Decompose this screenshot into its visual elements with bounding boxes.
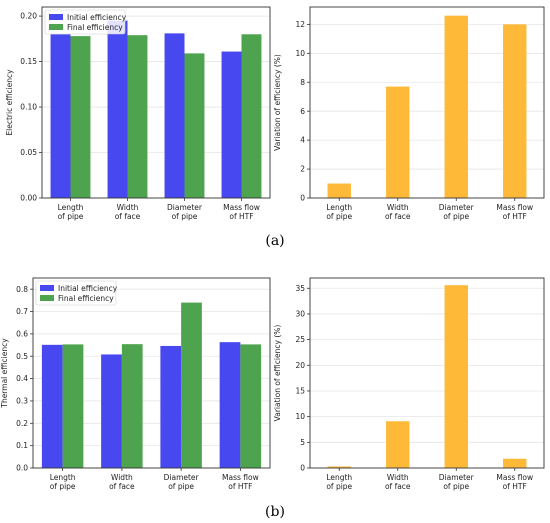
- bar-variation-0: [327, 466, 351, 468]
- x-tick-label: Mass flow of HTF: [496, 473, 533, 491]
- legend-swatch: [49, 14, 63, 20]
- bar-final-efficiency-0: [62, 344, 84, 468]
- bar-variation-2: [444, 15, 468, 198]
- bar-variation-1: [386, 421, 410, 468]
- y-tick-label: 0.00: [20, 194, 37, 203]
- bar-initial-efficiency-2: [160, 345, 182, 468]
- x-tick-label: Width of face: [385, 473, 411, 491]
- legend-swatch: [49, 24, 63, 30]
- bar-initial-efficiency-1: [107, 20, 128, 199]
- y-tick-label: 8: [300, 78, 305, 87]
- legend-box: [44, 9, 126, 35]
- chart-panel-a-left: 0.00 0.05 0.10 0.15 0.20 Length of pipe Width of…: [5, 6, 271, 221]
- x-tick-label: Length of pipe: [326, 203, 352, 221]
- bar-variation-1: [386, 86, 410, 198]
- caption-b: (b): [265, 504, 285, 520]
- y-axis-label: Variation of efficiency (%): [273, 54, 282, 151]
- bar-initial-efficiency-0: [50, 34, 71, 199]
- caption-a: (a): [265, 233, 284, 249]
- y-tick-label: 0.2: [16, 419, 28, 428]
- bar-initial-efficiency-2: [164, 33, 185, 198]
- legend-swatch: [40, 285, 54, 291]
- bar-initial-efficiency-1: [101, 354, 122, 468]
- y-tick-label: 0.5: [16, 352, 28, 361]
- plot-frame: [309, 6, 545, 199]
- legend-label: Initial efficiency: [67, 13, 127, 22]
- x-tick-label: Length of pipe: [50, 473, 76, 491]
- y-tick-label: 30: [295, 310, 305, 319]
- y-tick-label: 0.05: [20, 148, 37, 157]
- y-tick-label: 0.4: [16, 374, 28, 383]
- y-tick-label: 0.3: [16, 397, 28, 406]
- x-tick-label: Width of face: [115, 203, 141, 221]
- y-tick-label: 2: [300, 165, 305, 174]
- y-tick-label: 0.7: [16, 307, 28, 316]
- chart-panel-b-left: 0.0 0.1 0.2 0.3 0.4 0.5 0.6 0.7 0.8 Length of pipe…: [0, 277, 271, 491]
- y-tick-label: 0.10: [20, 103, 37, 112]
- x-tick-label: Mass flow of HTF: [496, 203, 533, 221]
- x-tick-label: Diameter of pipe: [439, 473, 475, 491]
- x-tick-label: Diameter of pipe: [167, 203, 203, 221]
- x-tick-label: Width of face: [109, 473, 135, 491]
- bar-final-efficiency-1: [127, 35, 148, 198]
- bar-variation-3: [503, 458, 527, 468]
- bar-final-efficiency-2: [184, 53, 205, 199]
- y-axis-label: Thermal efficiency: [0, 338, 9, 409]
- x-tick-label: Length of pipe: [326, 473, 352, 491]
- x-tick-label: Width of face: [385, 203, 411, 221]
- bar-variation-2: [444, 285, 468, 468]
- legend-label: Initial efficiency: [58, 284, 118, 293]
- bar-final-efficiency-0: [70, 36, 91, 198]
- bar-initial-efficiency-0: [41, 344, 63, 468]
- legend-box: [35, 280, 117, 306]
- y-axis-label: Variation of efficiency (%): [273, 325, 282, 422]
- y-tick-label: 15: [295, 387, 305, 396]
- y-tick-label: 0.8: [16, 285, 28, 294]
- x-tick-label: Diameter of pipe: [164, 473, 200, 491]
- plot-frame: [32, 277, 271, 469]
- y-tick-label: 20: [295, 361, 305, 370]
- x-tick-label: Mass flow of HTF: [223, 203, 260, 221]
- y-axis-label: Electric efficiency: [5, 69, 14, 136]
- y-tick-label: 0.6: [16, 329, 28, 338]
- bar-initial-efficiency-3: [221, 51, 242, 198]
- y-tick-label: 0.0: [16, 464, 28, 473]
- bar-final-efficiency-3: [241, 34, 262, 199]
- x-tick-label: Mass flow of HTF: [222, 473, 259, 491]
- y-tick-label: 0.15: [20, 57, 37, 66]
- bar-initial-efficiency-3: [219, 342, 241, 468]
- y-tick-label: 6: [300, 107, 305, 116]
- y-tick-label: 4: [300, 136, 305, 145]
- y-tick-label: 35: [295, 284, 305, 293]
- plot-frame: [309, 277, 545, 469]
- x-tick-label: Length of pipe: [58, 203, 84, 221]
- y-tick-label: 0: [300, 464, 305, 473]
- y-tick-label: 25: [295, 335, 305, 344]
- y-tick-label: 0.1: [16, 441, 28, 450]
- chart-panel-a-right: 0 2 4 6 8 10 12 Length of pipe Width of face Diamet…: [273, 6, 545, 221]
- y-tick-label: 10: [295, 49, 305, 58]
- y-tick-label: 12: [295, 20, 305, 29]
- x-tick-label: Diameter of pipe: [439, 203, 475, 221]
- bar-final-efficiency-1: [121, 344, 143, 468]
- y-tick-label: 10: [295, 412, 305, 421]
- y-tick-label: 0: [300, 194, 305, 203]
- legend-swatch: [40, 295, 54, 301]
- plot-frame: [41, 6, 271, 199]
- chart-panel-b-right: 0 5 10 15 20 25 30 35 Length of pipe Width of face D…: [273, 277, 545, 491]
- bar-variation-0: [327, 183, 351, 198]
- y-tick-label: 0.20: [20, 12, 37, 21]
- y-tick-label: 5: [300, 438, 305, 447]
- bar-final-efficiency-2: [181, 302, 202, 468]
- bar-final-efficiency-3: [240, 344, 262, 468]
- legend-label: Final efficiency: [58, 294, 114, 303]
- bar-variation-3: [503, 24, 527, 199]
- legend-label: Final efficiency: [67, 23, 123, 32]
